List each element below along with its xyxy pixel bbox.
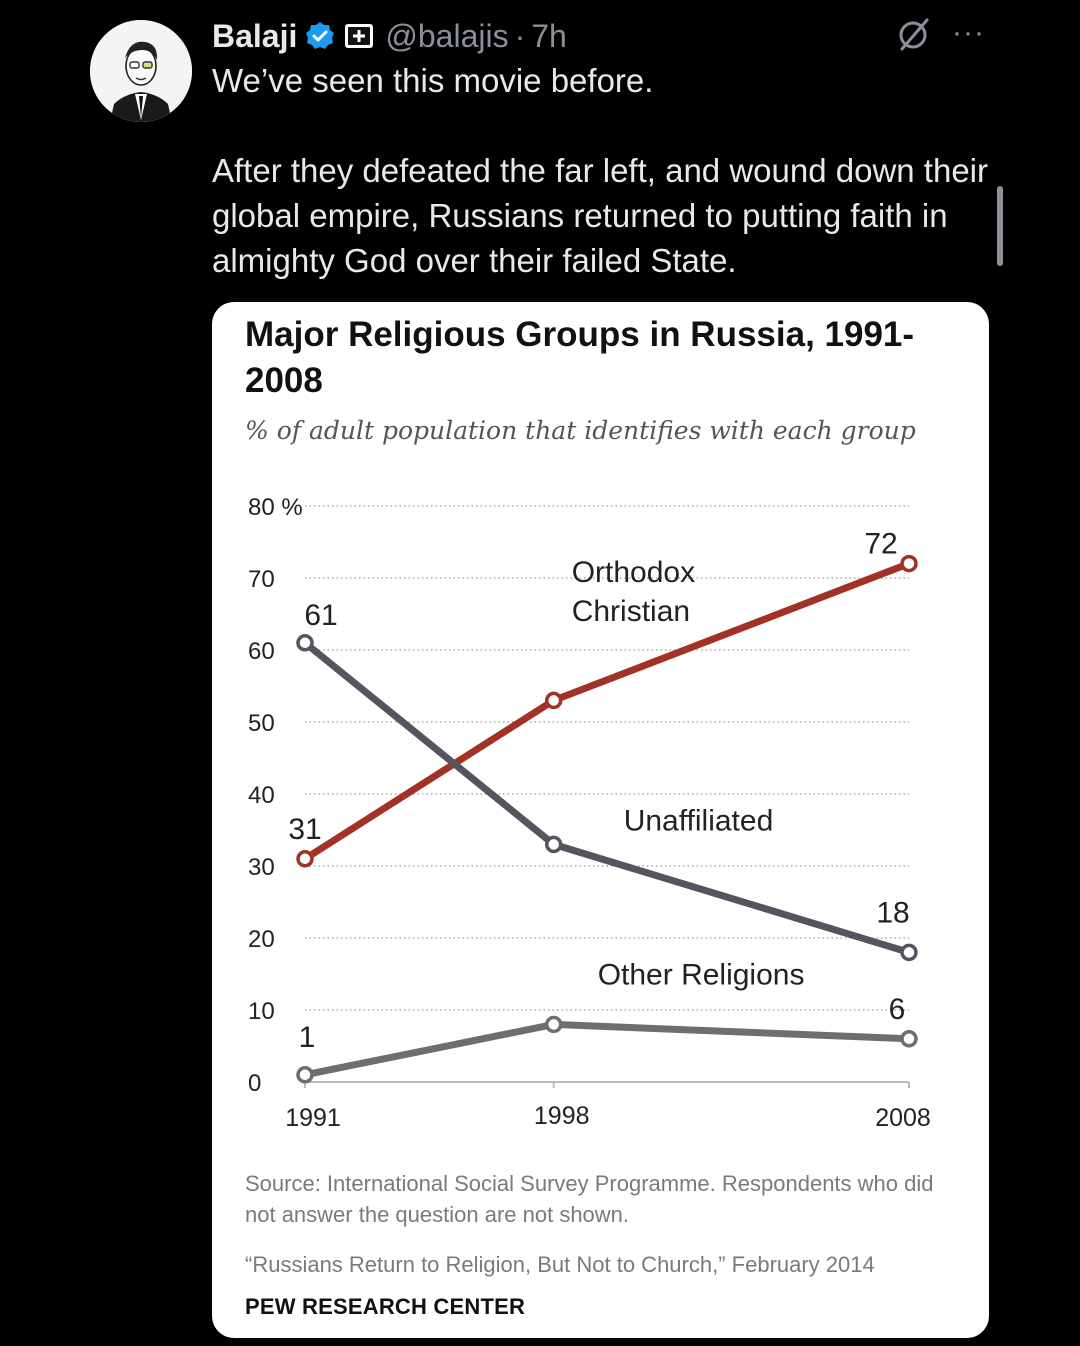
data-point	[296, 1066, 314, 1084]
data-point	[900, 943, 918, 962]
data-label: 6	[889, 993, 906, 1026]
y-tick-label: 30	[248, 854, 275, 881]
tweet-text-line-2: After they defeated the far left, and wo…	[212, 152, 988, 279]
author-handle[interactable]: @balajis	[385, 17, 509, 54]
data-label: 61	[304, 599, 337, 632]
x-tick-label: 2008	[875, 1104, 931, 1132]
tweet-text-line-1: We’ve seen this movie before.	[212, 62, 654, 99]
data-label: 31	[288, 813, 321, 846]
data-point	[296, 634, 314, 652]
grok-icon[interactable]	[896, 16, 932, 52]
data-label: 18	[876, 896, 909, 929]
y-tick-label: 50	[248, 710, 275, 737]
chart-title: Major Religious Groups in Russia, 1991-2…	[245, 315, 915, 400]
data-point	[544, 691, 563, 710]
data-point	[900, 554, 918, 573]
line-chart: 0 10 20 30 40 50 60 70 80 % 1991 1998 2008 31 72 61 18 1…	[248, 494, 931, 1132]
chart-subtitle: % of adult population that identifies wi…	[245, 416, 916, 445]
tweet-text: We’ve seen this movie before. After they…	[212, 58, 992, 283]
chart-image-card[interactable]: Major Religious Groups in Russia, 1991-2…	[212, 302, 989, 1338]
series-name-label: Orthodox	[572, 556, 695, 589]
y-tick-label: 80 %	[248, 494, 303, 521]
verified-badge-icon[interactable]	[305, 21, 335, 51]
data-point	[544, 835, 563, 854]
x-tick-label: 1991	[285, 1104, 341, 1132]
chart-citation: “Russians Return to Religion, But Not to…	[245, 1252, 875, 1277]
timestamp[interactable]: 7h	[531, 17, 567, 54]
series-name-label: Other Religions	[598, 958, 805, 991]
y-tick-label: 40	[248, 782, 275, 809]
separator-dot: ·	[514, 17, 526, 54]
y-tick-label: 70	[248, 566, 275, 593]
data-point	[900, 1030, 918, 1048]
data-label: 72	[864, 528, 897, 561]
tweet-header: Balaji @balajis · 7h	[212, 14, 567, 58]
avatar-portrait	[90, 20, 192, 122]
chart-brand: PEW RESEARCH CENTER	[245, 1294, 526, 1319]
series-line-other-religions	[301, 1020, 913, 1079]
series-name-label: Christian	[572, 595, 690, 628]
x-tick-label: 1998	[534, 1102, 590, 1130]
y-tick-label: 60	[248, 638, 275, 665]
data-point	[296, 850, 314, 868]
chart-source: Source: International Social Survey Prog…	[245, 1171, 934, 1227]
y-tick-label: 10	[248, 998, 275, 1025]
data-label: 1	[299, 1021, 316, 1054]
series-name-label: Unaffiliated	[624, 804, 774, 837]
author-name[interactable]: Balaji	[212, 17, 298, 54]
y-tick-label: 20	[248, 926, 275, 953]
data-point	[544, 1015, 563, 1034]
author-avatar[interactable]	[90, 20, 192, 122]
affiliate-badge-icon[interactable]	[343, 21, 375, 51]
scrollbar[interactable]	[997, 186, 1003, 266]
y-tick-label: 0	[248, 1070, 261, 1097]
more-options-icon[interactable]: ···	[952, 16, 985, 49]
